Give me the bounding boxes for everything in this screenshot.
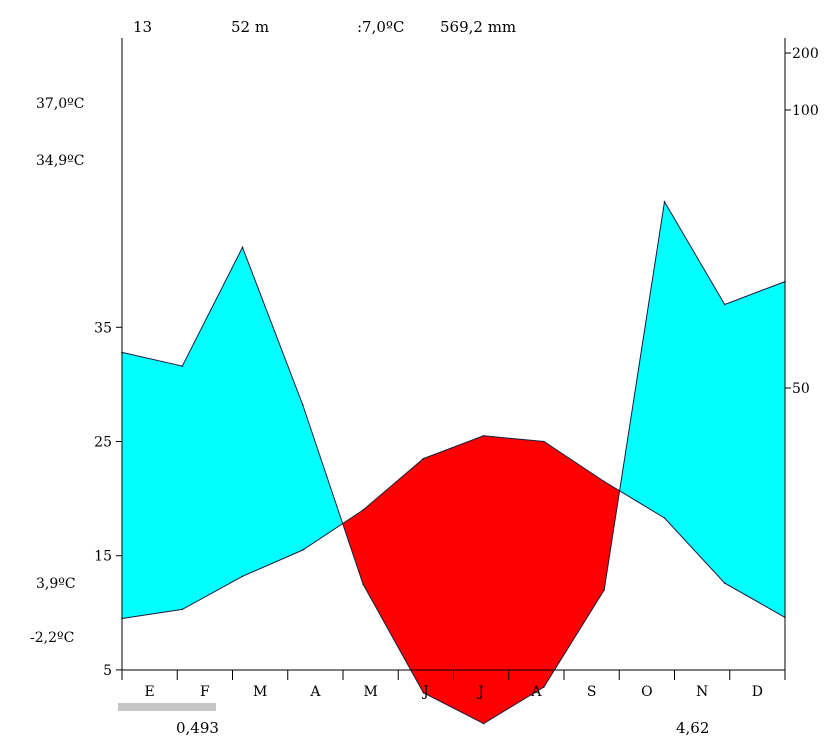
chart-ticks: 5 15 25 35 50 100 200 E F M A M J J A S O N D bbox=[94, 46, 819, 700]
absolute-max-temp: 37,0ºC bbox=[36, 96, 85, 112]
left-tick-label-25: 25 bbox=[94, 435, 112, 451]
series-1-point-7 bbox=[543, 686, 545, 688]
left-tick-label-15: 15 bbox=[94, 549, 112, 565]
mean-min-coldest-month: 3,9ºC bbox=[36, 576, 76, 592]
series-1-point-5 bbox=[422, 691, 425, 694]
series-0-point-7 bbox=[543, 440, 545, 443]
mean-annual-temperature: :7,0ºC bbox=[357, 18, 405, 36]
series-1-point-2 bbox=[241, 246, 244, 249]
chart-areas bbox=[121, 200, 786, 725]
bottom-left-value: 0,493 bbox=[176, 719, 219, 737]
left-tick-label-35: 35 bbox=[94, 320, 112, 336]
right-tick-label-50: 50 bbox=[792, 381, 810, 397]
station-altitude: 52 m bbox=[231, 18, 270, 36]
month-label-3: A bbox=[309, 684, 321, 700]
years-of-record: 13 bbox=[133, 18, 153, 36]
right-tick-label-200: 200 bbox=[792, 46, 819, 62]
series-0-point-10 bbox=[723, 582, 726, 584]
humid-period-area-2 bbox=[619, 201, 785, 618]
right-tick-label-100: 100 bbox=[792, 103, 819, 119]
series-line-0 bbox=[121, 435, 786, 619]
series-0-point-1 bbox=[181, 608, 184, 611]
absolute-min-temp: -2,2ºC bbox=[30, 630, 75, 646]
month-label-8: S bbox=[587, 684, 597, 700]
month-label-9: O bbox=[641, 684, 652, 700]
series-1-point-10 bbox=[723, 303, 726, 306]
arid-period-area-1 bbox=[342, 435, 620, 724]
series-0-point-6 bbox=[482, 434, 485, 437]
series-0-point-4 bbox=[362, 509, 364, 511]
series-0-point-8 bbox=[603, 480, 605, 483]
month-label-10: N bbox=[696, 684, 708, 700]
series-1-point-1 bbox=[181, 365, 184, 367]
month-label-0: E bbox=[145, 684, 155, 700]
humid-period-area-0 bbox=[122, 247, 343, 619]
month-label-11: D bbox=[752, 684, 763, 700]
month-label-6: J bbox=[476, 684, 484, 700]
series-0-point-2 bbox=[241, 575, 244, 578]
series-1-point-6 bbox=[482, 722, 485, 725]
series-1-point-9 bbox=[663, 200, 666, 203]
mean-max-warmest-month: 34,9ºC bbox=[36, 153, 85, 169]
series-0-point-3 bbox=[302, 549, 304, 551]
series-1-point-4 bbox=[362, 583, 364, 586]
left-tick-label-5: 5 bbox=[103, 663, 112, 679]
horizontal-scrollbar-thumb[interactable] bbox=[118, 703, 216, 711]
series-1-point-3 bbox=[302, 404, 304, 406]
month-label-5: J bbox=[421, 684, 429, 700]
series-line-1 bbox=[121, 200, 786, 725]
annual-precipitation: 569,2 mm bbox=[440, 18, 517, 36]
series-0-point-9 bbox=[663, 517, 666, 519]
month-label-7: A bbox=[530, 684, 542, 700]
month-label-1: F bbox=[200, 684, 210, 700]
series-1-point-8 bbox=[603, 589, 605, 591]
bottom-right-value: 4,62 bbox=[676, 719, 710, 737]
series-0-point-5 bbox=[422, 457, 425, 460]
month-label-2: M bbox=[253, 684, 267, 700]
month-label-4: M bbox=[363, 684, 377, 700]
